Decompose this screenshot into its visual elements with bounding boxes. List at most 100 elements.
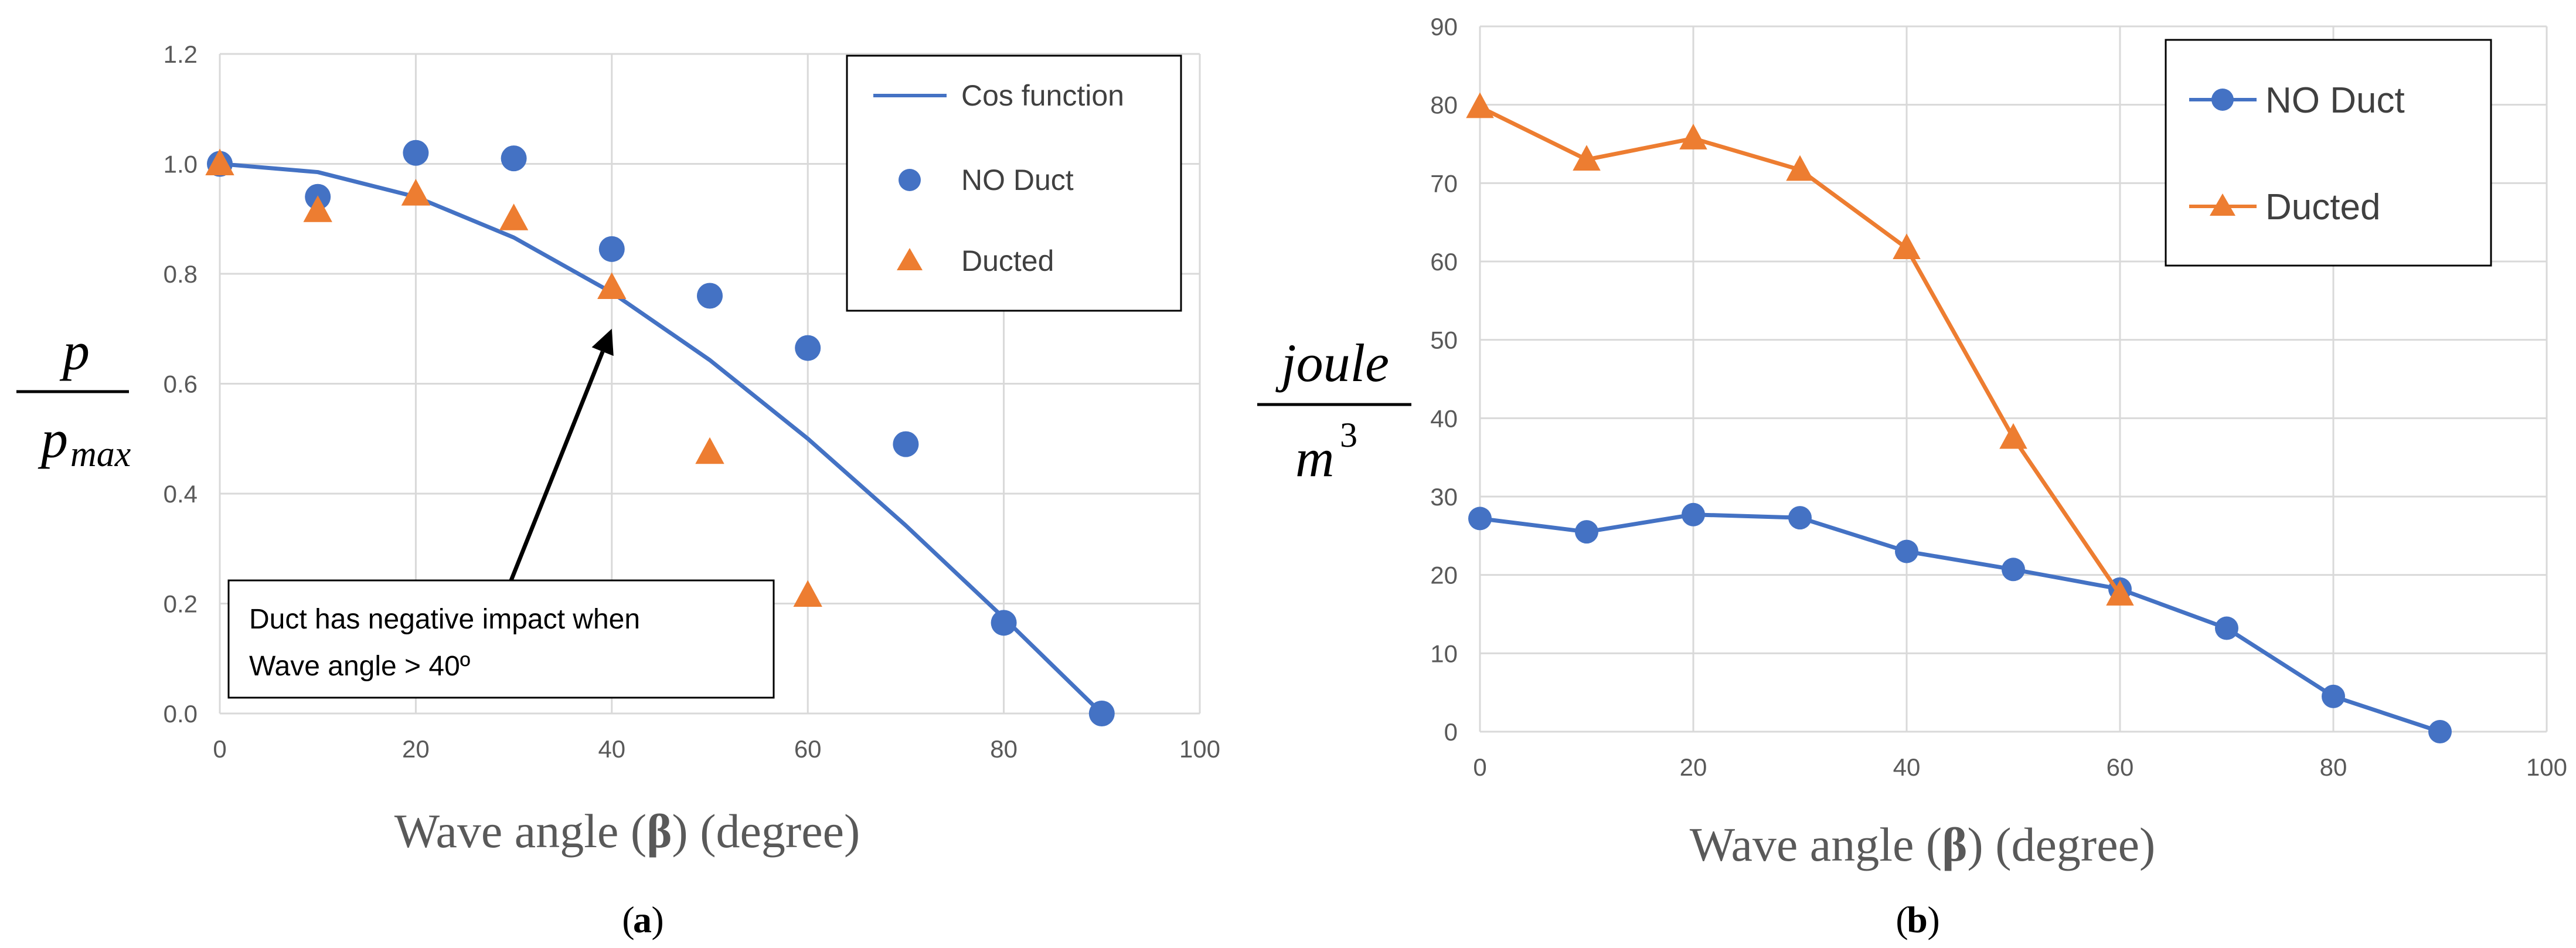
chart-b-y-tick-label: 50	[1430, 327, 1458, 354]
chart-a-y-label-numerator: p	[59, 321, 90, 381]
panel-label-a-close: )	[651, 899, 663, 940]
chart-a-annotation: Duct has negative impact when Wave angle…	[227, 328, 775, 699]
chart-b-y-tick-label: 70	[1430, 169, 1458, 197]
chart-a-point-ducted	[303, 195, 332, 222]
chart-b-point-no-duct	[2322, 684, 2345, 708]
chart-a-y-tick-label: 0.4	[164, 480, 198, 508]
chart-a-annotation-arrowhead	[591, 328, 614, 356]
chart-b-series	[1466, 92, 2452, 743]
chart-b-y-tick-label: 80	[1430, 91, 1458, 119]
panel-label-b-close: )	[1927, 899, 1939, 940]
chart-b-legend-box	[2165, 39, 2492, 267]
chart-a-point-ducted	[793, 580, 822, 607]
chart-b-legend-swatch-ducted	[2210, 193, 2235, 216]
chart-b-y-label-denominator-sup: 3	[1340, 416, 1357, 454]
chart-a-x-axis-title: Wave angle (β) (degree)	[394, 804, 860, 858]
chart-b-point-ducted	[2106, 580, 2134, 606]
chart-a-annotation-arrow-line	[502, 351, 605, 599]
chart-a-point-ducted	[695, 437, 724, 464]
panel-label-a-open: (	[622, 899, 634, 940]
chart-a-point-ducted	[205, 148, 234, 175]
chart-a-point-no-duct	[795, 335, 821, 361]
panel-label-b-open: (	[1896, 899, 1908, 940]
chart-b-x-tick-label: 60	[2107, 753, 2134, 781]
chart-b-x-tick-label: 40	[1893, 753, 1921, 781]
chart-a-y-tick-label: 0.0	[164, 700, 198, 728]
chart-a-series-cos-function-line	[219, 162, 1104, 715]
chart-a-x-tick-label: 80	[990, 735, 1018, 763]
chart-a: 0.0 0.2 0.4 0.6 0.8 1.0 1.2 0 20 40 60 80 100 Wave …	[16, 40, 1220, 940]
chart-b-legend-label-no-duct: NO Duct	[2265, 80, 2405, 121]
chart-a-series	[205, 140, 1115, 726]
chart-a-point-no-duct	[501, 145, 527, 172]
chart-b-y-tick-label: 30	[1430, 483, 1458, 511]
chart-b-x-axis-title: Wave angle (β) (degree)	[1690, 818, 2156, 871]
chart-a-y-tick-label: 1.0	[164, 151, 198, 178]
chart-b-y-label-denominator: m	[1295, 428, 1334, 488]
chart-a-x-tick-label: 100	[1179, 735, 1220, 763]
chart-a-y-ticks: 0.0 0.2 0.4 0.6 0.8 1.0 1.2	[164, 40, 198, 728]
chart-a-x-tick-label: 0	[213, 735, 226, 763]
chart-b-point-no-duct	[1682, 502, 1705, 526]
chart-a-x-tick-label: 60	[794, 735, 822, 763]
chart-b-x-tick-label: 20	[1680, 753, 1707, 781]
chart-a-x-tick-label: 40	[598, 735, 625, 763]
chart-b-x-tick-label: 100	[2526, 753, 2567, 781]
chart-a-y-tick-label: 0.6	[164, 371, 198, 398]
chart-a-x-tick-label: 20	[402, 735, 430, 763]
chart-a-y-axis-label: p p max	[16, 321, 131, 474]
chart-a-annotation-box	[227, 579, 775, 699]
chart-b-x-ticks: 0 20 40 60 80 100	[1473, 753, 2567, 781]
chart-b-point-ducted	[1679, 124, 1707, 149]
chart-b-y-label-numerator: joule	[1275, 333, 1389, 393]
panel-label-b-letter: b	[1907, 899, 1928, 940]
chart-a-legend-swatch-ducted	[897, 248, 923, 270]
chart-a-y-label-denominator-sub: max	[70, 434, 131, 474]
chart-a-point-ducted	[401, 179, 431, 206]
chart-a-point-ducted	[597, 272, 627, 299]
chart-b-legend-swatch-no-duct	[2211, 89, 2234, 111]
chart-b-point-ducted	[1466, 92, 1494, 118]
chart-a-legend-label-ducted: Ducted	[961, 244, 1054, 277]
chart-b-x-tick-label: 80	[2320, 753, 2347, 781]
chart-b: 0 10 20 30 40 50 60 70 80 90 0 20 40 60 80 100 Wave an…	[1257, 13, 2567, 940]
chart-b-point-no-duct	[1575, 520, 1598, 544]
chart-a-point-no-duct	[403, 140, 429, 166]
chart-b-point-no-duct	[1895, 539, 1918, 563]
chart-a-point-no-duct	[697, 283, 723, 309]
chart-a-legend: Cos function NO Duct Ducted	[846, 55, 1182, 312]
chart-a-point-no-duct	[991, 610, 1017, 636]
chart-a-point-no-duct	[893, 431, 919, 457]
chart-b-y-tick-label: 90	[1430, 13, 1458, 40]
chart-b-y-tick-label: 60	[1430, 248, 1458, 276]
chart-b-point-no-duct	[1468, 507, 1492, 531]
chart-a-y-tick-label: 0.2	[164, 590, 198, 618]
chart-b-y-tick-label: 40	[1430, 405, 1458, 432]
panel-label-a: ( a )	[622, 899, 663, 940]
chart-a-legend-label-cos: Cos function	[961, 79, 1124, 112]
chart-b-y-axis-label: joule m 3	[1257, 333, 1411, 488]
chart-b-point-no-duct	[2428, 720, 2452, 743]
chart-b-point-ducted	[1786, 155, 1814, 181]
chart-b-y-tick-label: 20	[1430, 562, 1458, 589]
chart-a-point-no-duct	[598, 236, 625, 262]
chart-a-x-ticks: 0 20 40 60 80 100	[213, 735, 1220, 763]
panel-label-b: ( b )	[1896, 899, 1939, 940]
chart-a-legend-swatch-no-duct	[899, 169, 921, 191]
chart-b-y-tick-label: 0	[1444, 718, 1458, 746]
chart-b-x-tick-label: 0	[1473, 753, 1486, 781]
chart-a-point-no-duct	[1088, 701, 1115, 726]
chart-a-y-label-denominator: p	[38, 409, 68, 469]
chart-b-legend-label-ducted: Ducted	[2265, 187, 2380, 227]
chart-b-point-no-duct	[2002, 558, 2025, 582]
chart-a-annotation-line1: Duct has negative impact when	[249, 604, 640, 635]
chart-b-point-ducted	[1573, 145, 1601, 171]
chart-a-annotation-line2: Wave angle > 40º	[249, 651, 470, 682]
chart-b-point-no-duct	[1788, 506, 1812, 530]
chart-a-y-tick-label: 1.2	[164, 40, 198, 68]
chart-a-legend-label-no-duct: NO Duct	[961, 164, 1074, 196]
panel-label-a-letter: a	[633, 899, 652, 940]
chart-b-point-ducted	[1893, 233, 1921, 260]
chart-b-point-no-duct	[2215, 616, 2238, 640]
chart-b-y-tick-label: 10	[1430, 640, 1458, 667]
